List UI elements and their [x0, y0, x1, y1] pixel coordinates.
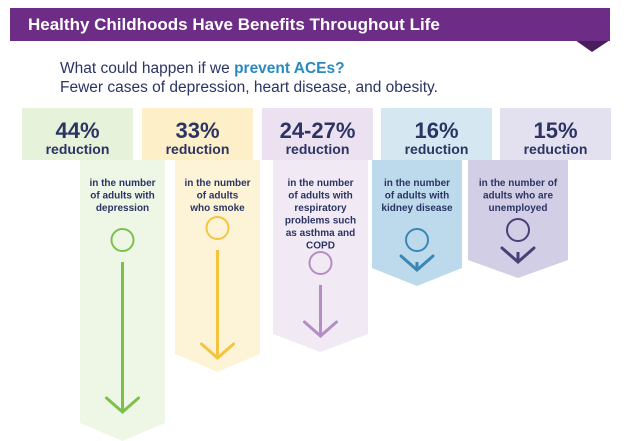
percent: 15% — [533, 118, 577, 143]
reduction-label: reduction — [46, 141, 110, 157]
description-line: adults who are — [483, 191, 553, 202]
arrow-head — [105, 396, 140, 414]
column-body — [273, 160, 368, 352]
arrow-head — [399, 254, 435, 272]
percent: 24-27% — [280, 118, 356, 143]
subtitle-line-2: Fewer cases of depression, heart disease… — [60, 79, 438, 96]
column-header — [142, 108, 253, 160]
arrow-head — [500, 246, 536, 264]
column-header — [22, 108, 133, 160]
column-body — [372, 160, 462, 286]
subtitle-line-1: What could happen if we prevent ACEs? — [60, 60, 345, 78]
description-line: depression — [96, 203, 149, 214]
description-line: problems such — [285, 216, 356, 227]
column-header — [500, 108, 611, 160]
arrow-head — [303, 320, 338, 338]
reduction-label: reduction — [405, 141, 469, 157]
description-line: in the number of — [479, 178, 558, 189]
description-line: in the number — [384, 178, 450, 189]
icon — [506, 218, 530, 242]
column-header — [381, 108, 492, 160]
description-line: in the number — [287, 178, 353, 189]
description-line: of adults — [197, 191, 239, 202]
description-line: kidney disease — [381, 203, 453, 214]
description-line: of adults with — [288, 191, 352, 202]
banner-fold — [575, 40, 610, 52]
icon — [110, 228, 135, 252]
icon — [205, 216, 230, 240]
title-banner — [10, 8, 610, 41]
icon — [308, 251, 333, 275]
reduction-label: reduction — [286, 141, 350, 157]
icon — [405, 228, 429, 252]
reduction-label: reduction — [166, 141, 230, 157]
description-line: as asthma and — [286, 228, 355, 239]
percent: 33% — [175, 118, 219, 143]
subtitle-highlight: prevent ACEs? — [234, 60, 345, 77]
description-line: respiratory — [294, 203, 347, 214]
title: Healthy Childhoods Have Benefits Through… — [28, 15, 440, 34]
arrow-head — [200, 342, 235, 360]
reduction-label: reduction — [524, 141, 588, 157]
column-header — [262, 108, 373, 160]
percent: 44% — [55, 118, 99, 143]
description-line: who smoke — [189, 203, 245, 214]
description-line: of adults with — [385, 191, 449, 202]
percent: 16% — [414, 118, 458, 143]
description-line: in the number — [89, 178, 155, 189]
description-line: unemployed — [489, 203, 548, 214]
description-line: of adults with — [90, 191, 154, 202]
description-line: in the number — [184, 178, 250, 189]
description-line: COPD — [306, 241, 335, 252]
subtitle-text: What could happen if we — [60, 60, 235, 77]
